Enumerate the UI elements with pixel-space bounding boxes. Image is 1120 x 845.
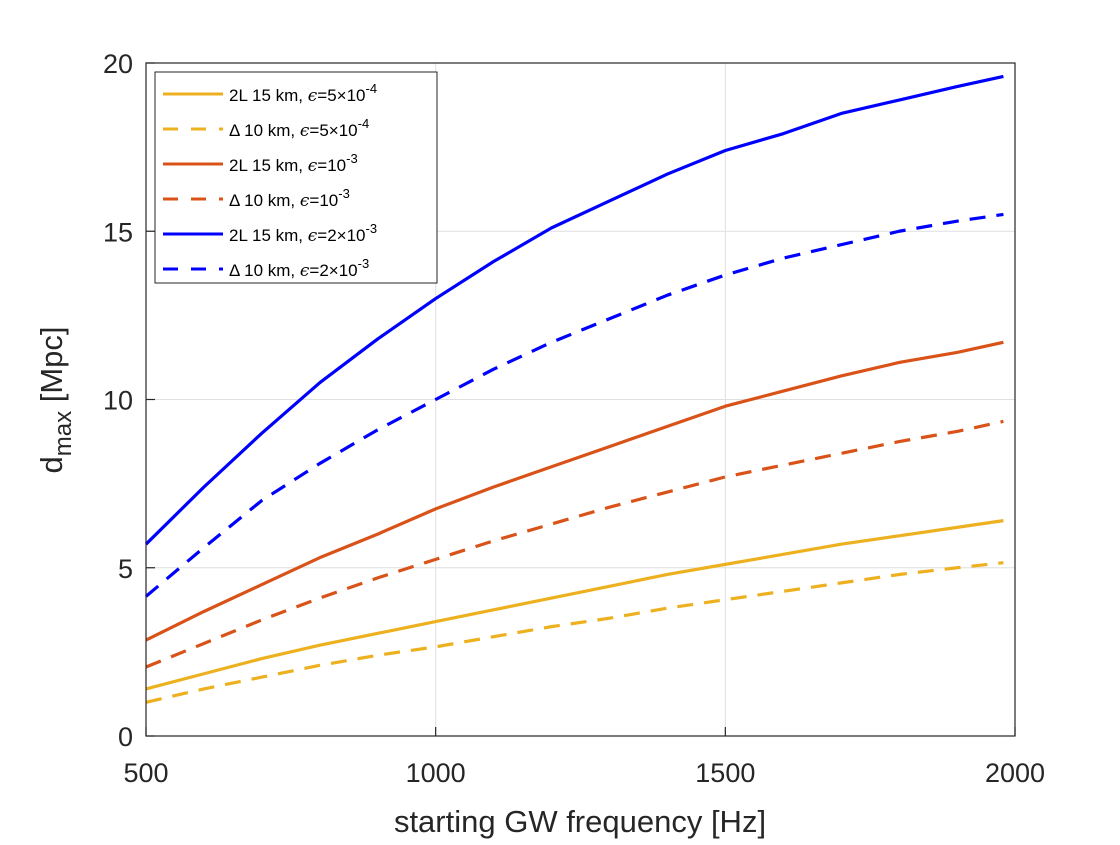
y-tick-label: 0: [118, 722, 133, 752]
y-tick-label: 10: [103, 386, 133, 416]
series-line-4: [144, 74, 1004, 546]
tick-labels: 500 1000 1500 2000 0 5 10 15 20: [103, 49, 1045, 788]
legend-entry: 2L 15 km, ϵ=10-3: [229, 151, 358, 176]
legend-box: [154, 71, 438, 284]
x-tick-label: 1000: [406, 758, 466, 788]
x-tick-label: 500: [123, 758, 168, 788]
axes-box: [145, 62, 1016, 737]
legend-entry: Δ 10 km, ϵ=2×10-3: [229, 256, 369, 281]
y-axis-label: dmax [Mpc]: [34, 327, 77, 474]
series-line-0: [145, 519, 1004, 691]
legend-entry: 2L 15 km, ϵ=2×10-3: [229, 221, 377, 246]
legend: 2L 15 km, ϵ=5×10-4 Δ 10 km, ϵ=5×10-4 2L 15…: [154, 71, 438, 284]
series-line-3: [145, 419, 1004, 669]
series-group: [144, 74, 1004, 704]
x-axis-label: starting GW frequency [Hz]: [394, 804, 766, 839]
series-line-1: [145, 561, 1004, 704]
series-line-2: [145, 340, 1004, 642]
y-tick-label: 5: [118, 554, 133, 584]
series-line-5: [144, 212, 1004, 598]
y-tick-label: 20: [103, 49, 133, 79]
legend-entry: 2L 15 km, ϵ=5×10-4: [229, 81, 377, 106]
legend-entry: Δ 10 km, ϵ=5×10-4: [229, 116, 369, 141]
x-tick-label: 1500: [695, 758, 755, 788]
legend-entry: Δ 10 km, ϵ=10-3: [229, 186, 350, 211]
y-tick-label: 15: [103, 217, 133, 247]
x-tick-label: 2000: [985, 758, 1045, 788]
